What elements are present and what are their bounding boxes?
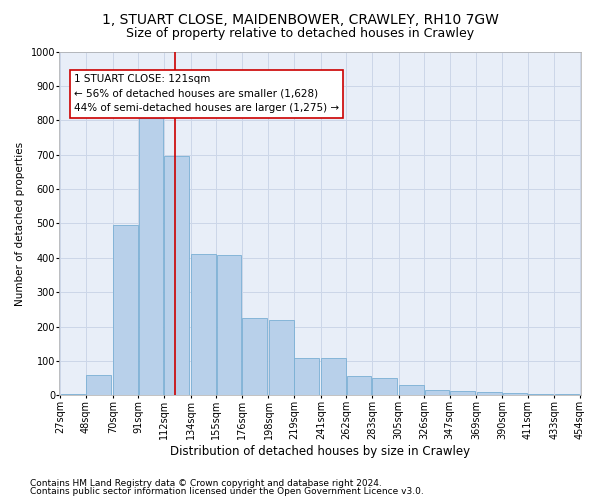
Bar (242, 318, 267, 396)
Text: 1, STUART CLOSE, MAIDENBOWER, CRAWLEY, RH10 7GW: 1, STUART CLOSE, MAIDENBOWER, CRAWLEY, R… (101, 12, 499, 26)
Bar (269, 320, 293, 396)
Bar (217, 255, 241, 396)
Text: 1 STUART CLOSE: 121sqm
← 56% of detached houses are smaller (1,628)
44% of semi-: 1 STUART CLOSE: 121sqm ← 56% of detached… (74, 74, 339, 114)
Bar (528, 394, 553, 396)
X-axis label: Distribution of detached houses by size in Crawley: Distribution of detached houses by size … (170, 444, 470, 458)
Bar (425, 390, 449, 396)
Text: Contains HM Land Registry data © Crown copyright and database right 2024.: Contains HM Land Registry data © Crown c… (30, 478, 382, 488)
Bar (295, 358, 319, 396)
Text: Size of property relative to detached houses in Crawley: Size of property relative to detached ho… (126, 28, 474, 40)
Bar (113, 225, 138, 396)
Bar (555, 394, 580, 396)
Bar (399, 385, 424, 396)
Bar (347, 376, 371, 396)
Bar (503, 392, 527, 396)
Bar (191, 254, 215, 396)
Bar (86, 375, 111, 396)
Bar (321, 358, 346, 396)
Bar (139, 118, 163, 396)
Y-axis label: Number of detached properties: Number of detached properties (15, 142, 25, 306)
Bar (164, 156, 189, 396)
Bar (450, 392, 475, 396)
Bar (477, 392, 502, 396)
Text: Contains public sector information licensed under the Open Government Licence v3: Contains public sector information licen… (30, 487, 424, 496)
Bar (61, 394, 85, 396)
Bar (373, 378, 397, 396)
